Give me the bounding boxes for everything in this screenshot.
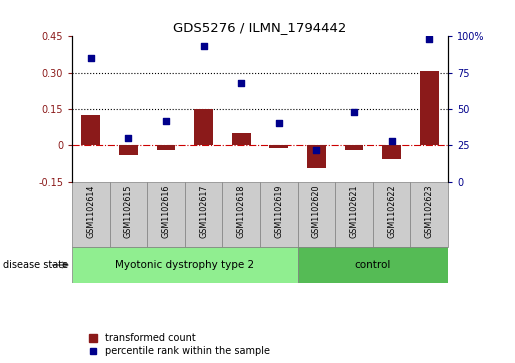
- Point: [425, 36, 434, 42]
- Bar: [307, 145, 326, 168]
- Text: GSM1102619: GSM1102619: [274, 185, 283, 238]
- Text: GSM1102618: GSM1102618: [237, 185, 246, 238]
- Point: [125, 135, 133, 141]
- Bar: [119, 145, 138, 155]
- Point: [237, 80, 245, 86]
- Bar: [72, 182, 110, 247]
- Text: control: control: [355, 260, 391, 270]
- Bar: [298, 182, 335, 247]
- Bar: [410, 182, 448, 247]
- Bar: [81, 115, 100, 145]
- Legend: transformed count, percentile rank within the sample: transformed count, percentile rank withi…: [87, 331, 272, 358]
- Text: GSM1102620: GSM1102620: [312, 185, 321, 238]
- Bar: [269, 145, 288, 148]
- Point: [200, 44, 208, 49]
- Text: disease state: disease state: [3, 260, 67, 270]
- Title: GDS5276 / ILMN_1794442: GDS5276 / ILMN_1794442: [174, 21, 347, 34]
- Point: [162, 118, 170, 123]
- Bar: [222, 182, 260, 247]
- Point: [312, 147, 320, 152]
- Bar: [72, 247, 298, 283]
- Bar: [260, 182, 298, 247]
- Text: GSM1102623: GSM1102623: [425, 185, 434, 238]
- Bar: [298, 247, 448, 283]
- Bar: [185, 182, 222, 247]
- Bar: [232, 133, 251, 145]
- Text: GSM1102614: GSM1102614: [87, 185, 95, 238]
- Text: Myotonic dystrophy type 2: Myotonic dystrophy type 2: [115, 260, 254, 270]
- Text: GSM1102616: GSM1102616: [162, 185, 170, 238]
- Text: GSM1102617: GSM1102617: [199, 185, 208, 238]
- Bar: [335, 182, 373, 247]
- Point: [87, 55, 95, 61]
- Bar: [382, 145, 401, 159]
- Point: [350, 109, 358, 115]
- Bar: [194, 109, 213, 145]
- Text: GSM1102621: GSM1102621: [350, 185, 358, 238]
- Point: [275, 121, 283, 126]
- Bar: [110, 182, 147, 247]
- Point: [388, 138, 396, 144]
- Bar: [345, 145, 364, 150]
- Bar: [420, 72, 439, 145]
- Text: GSM1102615: GSM1102615: [124, 185, 133, 238]
- Bar: [373, 182, 410, 247]
- Bar: [157, 145, 176, 150]
- Text: GSM1102622: GSM1102622: [387, 185, 396, 238]
- Bar: [147, 182, 185, 247]
